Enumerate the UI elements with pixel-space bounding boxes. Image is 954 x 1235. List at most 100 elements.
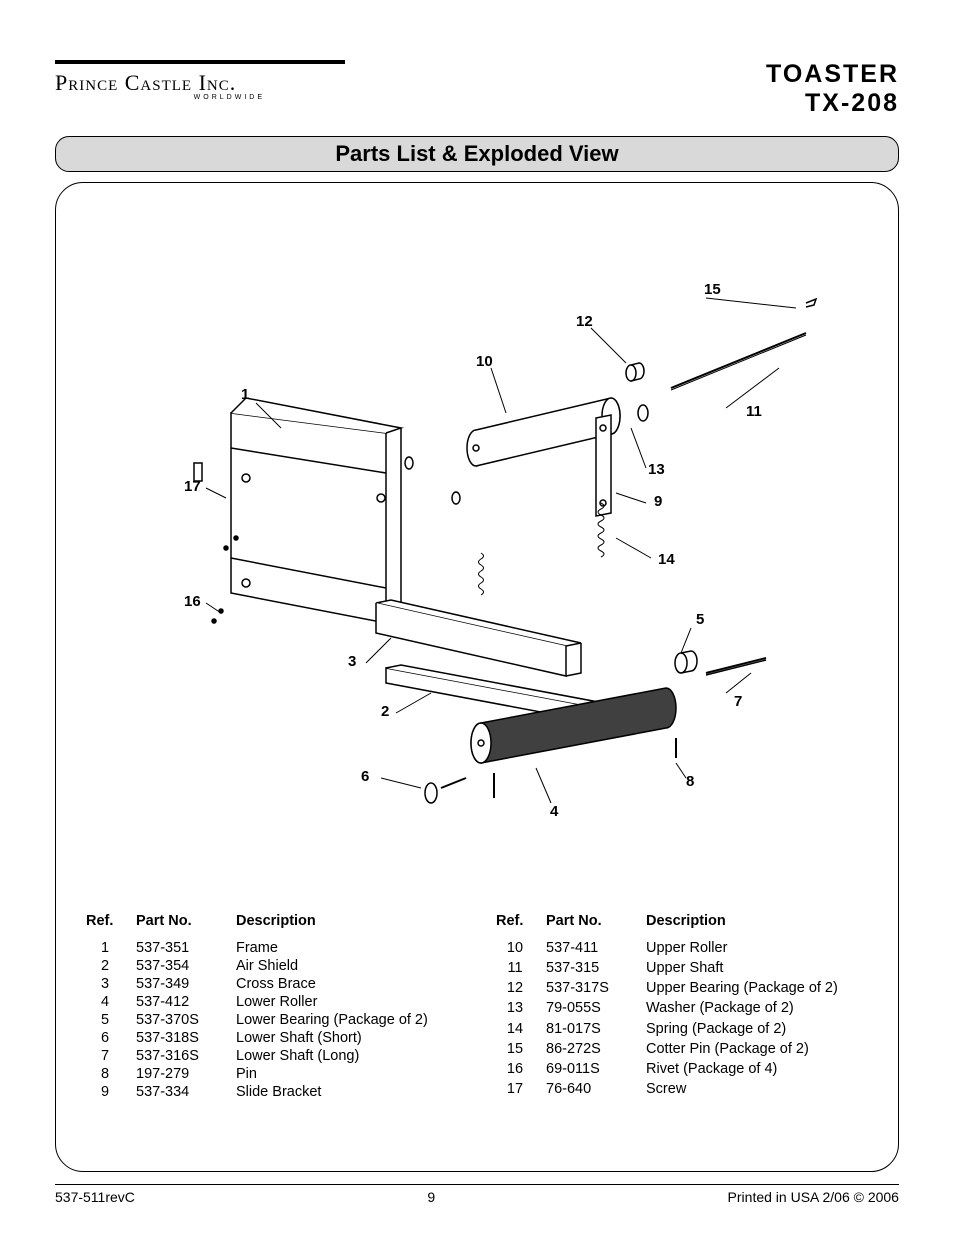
cell-part: 537-349 — [136, 975, 236, 993]
callout-17: 17 — [184, 478, 201, 495]
cell-part: 537-315 — [546, 959, 646, 979]
cell-desc: Spring (Package of 2) — [646, 1020, 866, 1040]
cell-part: 79-055S — [546, 999, 646, 1019]
diagram-svg — [86, 203, 866, 823]
cell-ref: 16 — [496, 1060, 546, 1080]
cell-ref: 9 — [86, 1083, 136, 1101]
cell-desc: Lower Shaft (Short) — [236, 1029, 456, 1047]
cell-desc: Lower Roller — [236, 993, 456, 1011]
callout-5: 5 — [696, 611, 704, 628]
cell-ref: 15 — [496, 1040, 546, 1060]
cell-part: 197-279 — [136, 1065, 236, 1083]
cell-desc: Rivet (Package of 4) — [646, 1060, 866, 1080]
logo-block: Prince Castle Inc. WORLDWIDE — [55, 60, 345, 101]
callout-16: 16 — [184, 593, 201, 610]
cell-desc: Cotter Pin (Package of 2) — [646, 1040, 866, 1060]
table-row: 1481-017SSpring (Package of 2) — [496, 1020, 866, 1040]
cell-desc: Frame — [236, 939, 456, 957]
footer-left: 537-511revC — [55, 1189, 135, 1205]
cell-part: 537-370S — [136, 1011, 236, 1029]
parts-table-left: Ref. Part No. Description 1537-351Frame2… — [86, 913, 456, 1101]
table-row: 1669-011SRivet (Package of 4) — [496, 1060, 866, 1080]
table-row: 9537-334Slide Bracket — [86, 1083, 456, 1101]
th-part: Part No. — [136, 913, 236, 939]
parts-table-right: Ref. Part No. Description 10537-411Upper… — [496, 913, 866, 1101]
cell-ref: 2 — [86, 957, 136, 975]
cell-ref: 6 — [86, 1029, 136, 1047]
cell-desc: Upper Bearing (Package of 2) — [646, 979, 866, 999]
table-row: 2537-354Air Shield — [86, 957, 456, 975]
table-row: 7537-316SLower Shaft (Long) — [86, 1047, 456, 1065]
cell-desc: Slide Bracket — [236, 1083, 456, 1101]
table-row: 11537-315Upper Shaft — [496, 959, 866, 979]
callout-10: 10 — [476, 353, 493, 370]
table-row: 1776-640Screw — [496, 1080, 866, 1100]
company-name: Prince Castle Inc. — [55, 70, 345, 96]
right-tbody: 10537-411Upper Roller11537-315Upper Shaf… — [496, 939, 866, 1101]
cell-ref: 8 — [86, 1065, 136, 1083]
th-ref: Ref. — [86, 913, 136, 939]
cell-desc: Upper Shaft — [646, 959, 866, 979]
cell-part: 537-411 — [546, 939, 646, 959]
cell-ref: 10 — [496, 939, 546, 959]
callout-13: 13 — [648, 461, 665, 478]
cell-part: 537-316S — [136, 1047, 236, 1065]
footer-right: Printed in USA 2/06 © 2006 — [728, 1189, 899, 1205]
callout-2: 2 — [381, 703, 389, 720]
cell-ref: 17 — [496, 1080, 546, 1100]
cell-ref: 7 — [86, 1047, 136, 1065]
callout-11: 11 — [746, 403, 762, 420]
product-line2: TX-208 — [766, 89, 899, 118]
cell-ref: 14 — [496, 1020, 546, 1040]
cell-desc: Air Shield — [236, 957, 456, 975]
cell-desc: Upper Roller — [646, 939, 866, 959]
footer: 537-511revC 9 Printed in USA 2/06 © 2006 — [55, 1184, 899, 1205]
cell-part: 537-412 — [136, 993, 236, 1011]
th-part: Part No. — [546, 913, 646, 939]
cell-ref: 3 — [86, 975, 136, 993]
callout-8: 8 — [686, 773, 694, 790]
cell-ref: 12 — [496, 979, 546, 999]
cell-part: 86-272S — [546, 1040, 646, 1060]
table-row: 4537-412Lower Roller — [86, 993, 456, 1011]
cell-part: 537-334 — [136, 1083, 236, 1101]
th-desc: Description — [646, 913, 866, 939]
cell-part: 69-011S — [546, 1060, 646, 1080]
product-title: TOASTER TX-208 — [766, 60, 899, 118]
cell-part: 537-351 — [136, 939, 236, 957]
section-header: Parts List & Exploded View — [55, 136, 899, 172]
table-row: 8197-279Pin — [86, 1065, 456, 1083]
cell-part: 76-640 — [546, 1080, 646, 1100]
table-row: 1537-351Frame — [86, 939, 456, 957]
cell-desc: Pin — [236, 1065, 456, 1083]
header: Prince Castle Inc. WORLDWIDE TOASTER TX-… — [55, 60, 899, 118]
table-row: 1379-055SWasher (Package of 2) — [496, 999, 866, 1019]
table-row: 12537-317SUpper Bearing (Package of 2) — [496, 979, 866, 999]
content-box: 1 2 3 4 5 6 7 8 9 10 11 12 13 14 15 16 1… — [55, 182, 899, 1172]
product-line1: TOASTER — [766, 60, 899, 89]
callout-14: 14 — [658, 551, 675, 568]
cell-ref: 13 — [496, 999, 546, 1019]
cell-ref: 1 — [86, 939, 136, 957]
cell-desc: Lower Bearing (Package of 2) — [236, 1011, 456, 1029]
table-row: 10537-411Upper Roller — [496, 939, 866, 959]
exploded-diagram: 1 2 3 4 5 6 7 8 9 10 11 12 13 14 15 16 1… — [86, 203, 868, 823]
cell-ref: 5 — [86, 1011, 136, 1029]
cell-ref: 4 — [86, 993, 136, 1011]
left-tbody: 1537-351Frame2537-354Air Shield3537-349C… — [86, 939, 456, 1101]
callout-12: 12 — [576, 313, 593, 330]
footer-page: 9 — [427, 1189, 435, 1205]
cell-part: 537-317S — [546, 979, 646, 999]
th-ref: Ref. — [496, 913, 546, 939]
th-desc: Description — [236, 913, 456, 939]
table-row: 1586-272SCotter Pin (Package of 2) — [496, 1040, 866, 1060]
page: Prince Castle Inc. WORLDWIDE TOASTER TX-… — [0, 0, 954, 1235]
cell-desc: Lower Shaft (Long) — [236, 1047, 456, 1065]
callout-15: 15 — [704, 281, 721, 298]
callout-7: 7 — [734, 693, 742, 710]
callout-6: 6 — [361, 768, 369, 785]
cell-desc: Washer (Package of 2) — [646, 999, 866, 1019]
section-title: Parts List & Exploded View — [335, 141, 618, 166]
table-row: 5537-370SLower Bearing (Package of 2) — [86, 1011, 456, 1029]
callout-3: 3 — [348, 653, 356, 670]
